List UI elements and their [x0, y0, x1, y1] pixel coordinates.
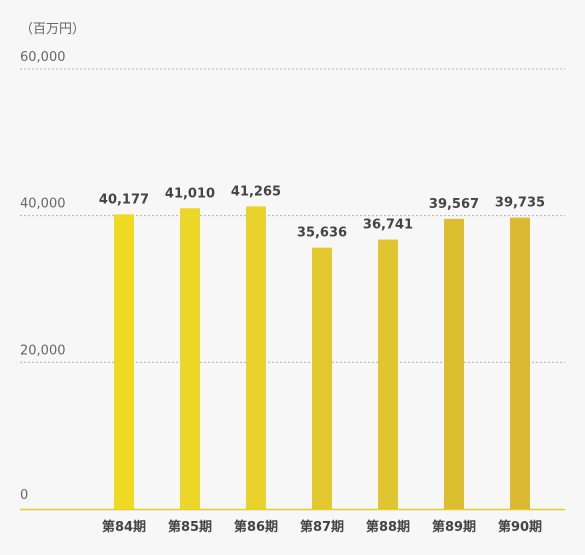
x-tick-label: 第85期: [168, 519, 212, 535]
x-tick-label: 第90期: [498, 519, 542, 535]
value-label: 39,735: [495, 196, 545, 211]
value-label: 41,265: [231, 184, 281, 199]
bar-第84期: [114, 214, 134, 510]
bar-第90期: [510, 217, 530, 510]
y-tick-label: 40,000: [20, 197, 66, 212]
gridlines: [20, 68, 565, 511]
value-label: 41,010: [165, 186, 215, 201]
x-tick-label: 第89期: [432, 519, 476, 535]
y-tick-label: 0: [20, 488, 28, 503]
y-tick-label: 60,000: [20, 50, 66, 65]
bars: [114, 206, 530, 510]
bar-第85期: [180, 208, 200, 509]
x-tick-label: 第84期: [102, 519, 146, 535]
value-label: 40,177: [99, 192, 149, 207]
x-axis-ticks: 第84期 第85期 第86期 第87期 第88期 第89期 第90期: [102, 519, 542, 535]
value-label: 35,636: [297, 226, 347, 241]
bar-第86期: [246, 206, 266, 509]
x-tick-label: 第86期: [234, 519, 278, 535]
value-label: 36,741: [363, 218, 413, 233]
value-label: 39,567: [429, 197, 479, 212]
data-labels: 40,177 41,010 41,265 35,636 36,741 39,567 39,7…: [99, 184, 545, 240]
y-tick-label: 20,000: [20, 343, 66, 358]
x-tick-label: 第88期: [366, 519, 410, 535]
bar-第87期: [312, 247, 332, 510]
bar-第89期: [444, 218, 464, 510]
bar-第88期: [378, 239, 398, 510]
unit-label: （百万円）: [20, 22, 85, 37]
x-tick-label: 第87期: [300, 519, 344, 535]
y-axis-ticks: 0 20,000 40,000 60,000: [20, 50, 66, 503]
